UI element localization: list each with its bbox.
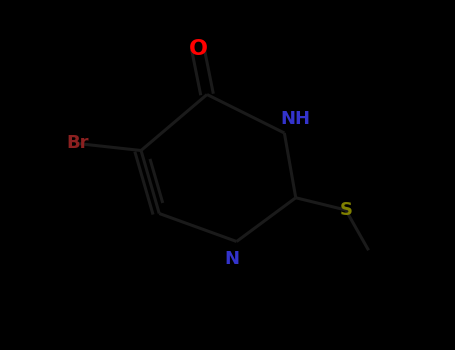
Text: N: N bbox=[225, 250, 239, 268]
Text: NH: NH bbox=[281, 110, 311, 128]
Text: S: S bbox=[339, 201, 352, 219]
Text: O: O bbox=[188, 39, 207, 59]
Text: Br: Br bbox=[66, 134, 89, 153]
